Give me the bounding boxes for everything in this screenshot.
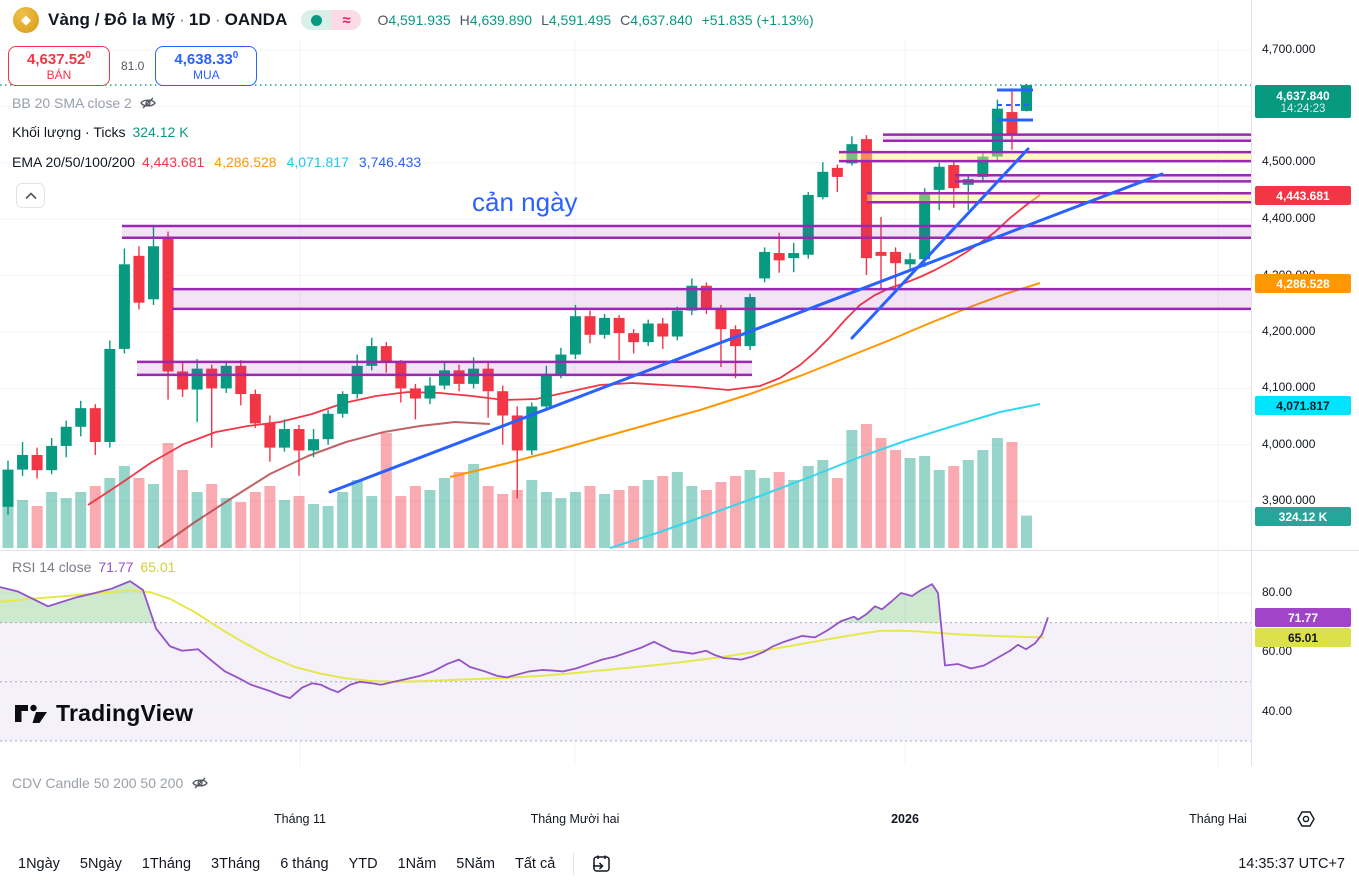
price-axis[interactable]: 4,700.0004,500.0004,400.0004,300.0004,20… [1251, 0, 1359, 841]
timezone-settings-icon[interactable] [1296, 809, 1316, 834]
symbol-name[interactable]: Vàng / Đô la Mỹ [48, 10, 176, 29]
ema-value: 4,286.528 [214, 154, 277, 170]
eye-off-icon[interactable] [139, 94, 157, 112]
ohlc-item: H4,639.890 [459, 12, 533, 28]
tradingview-logo-text: TradingView [56, 700, 194, 726]
change-value: +51.835 (+1.13%) [701, 12, 814, 28]
axis-label: 4,000.000 [1262, 437, 1316, 451]
axis-label: 3,900.000 [1262, 493, 1316, 507]
axis-label: 60.00 [1262, 644, 1293, 658]
date-range-group: 1Ngày 5Ngày 1Tháng 3Tháng 6 tháng YTD 1Năm 5Năm… [8, 850, 565, 878]
cdv-label: CDV Candle 50 200 50 200 [12, 775, 184, 791]
last-price-badge: 4,637.840 14:24:23 [1255, 85, 1351, 118]
axis-label: 80.00 [1262, 585, 1293, 599]
price-chart-canvas[interactable] [0, 0, 1251, 550]
range-button-3tháng[interactable]: 3Tháng [211, 856, 261, 872]
rsi-ma-value: 65.01 [140, 559, 176, 575]
rsi-value: 71.77 [98, 559, 134, 575]
buy-button[interactable]: 4,638.330 MUA [155, 46, 258, 86]
range-button-1năm[interactable]: 1Năm [397, 856, 437, 872]
ohlc-item: O4,591.935 [377, 12, 451, 28]
time-axis-label: Tháng Hai [1189, 812, 1247, 826]
ema-value: 4,071.817 [286, 154, 349, 170]
eye-off-icon[interactable] [191, 774, 209, 792]
collapse-legend-button[interactable] [16, 183, 45, 208]
ohlc-item: C4,637.840 [620, 12, 693, 28]
bottom-toolbar: 1Ngày 5Ngày 1Tháng 3Tháng 6 tháng YTD 1Năm 5Năm… [0, 841, 1359, 887]
symbol-title[interactable]: Vàng / Đô la Mỹ · 1D · OANDA [48, 10, 287, 30]
clock-label[interactable]: 14:35:37 UTC+7 [1238, 856, 1345, 872]
legend-volume[interactable]: Khối lượng · Ticks 324.12 K [12, 124, 189, 140]
axis-label: 4,700.000 [1262, 42, 1316, 56]
axis-label: 4,100.000 [1262, 380, 1316, 394]
title-separator: · [179, 10, 185, 29]
ema-values: 4,443.681 4,286.528 4,071.817 3,746.433 [142, 154, 431, 170]
time-axis-label: Tháng Mười hai [530, 812, 620, 826]
pane-separator[interactable] [0, 550, 1359, 551]
symbol-logo-icon[interactable]: ◆ [13, 7, 39, 33]
range-button-5năm[interactable]: 5Năm [456, 856, 495, 872]
text-annotation[interactable]: cản ngày [472, 187, 578, 217]
chart-header: ◆ Vàng / Đô la Mỹ · 1D · OANDA ≈ O4,591.935 H… [0, 0, 1251, 40]
volume-badge: 324.12 K [1255, 507, 1351, 526]
ema20-badge: 4,443.681 [1255, 186, 1351, 205]
legend-cdv[interactable]: CDV Candle 50 200 50 200 [0, 766, 1359, 800]
ema50-badge: 4,286.528 [1255, 274, 1351, 293]
order-panel: 4,637.520 BÁN 81.0 4,638.330 MUA [8, 46, 258, 86]
rsi-badge: 71.77 [1255, 608, 1351, 627]
range-button-1ngày[interactable]: 1Ngày [18, 856, 60, 872]
volume-value: 324.12 K [132, 124, 189, 140]
range-button-ytd[interactable]: YTD [348, 856, 378, 872]
ema-value: 3,746.433 [358, 154, 422, 170]
ema-value: 4,443.681 [142, 154, 205, 170]
axis-label: 4,200.000 [1262, 324, 1316, 338]
ohlc-values: O4,591.935 H4,639.890 L4,591.495 C4,637.840… [377, 12, 813, 28]
volume-label: Khối lượng · Ticks [12, 124, 126, 140]
range-button-6-tháng[interactable]: 6 tháng [280, 856, 329, 872]
toolbar-divider [573, 853, 575, 875]
buy-label: MUA [193, 67, 220, 82]
tradingview-logo[interactable]: TradingView [14, 700, 193, 727]
sell-button[interactable]: 4,637.520 BÁN [8, 46, 110, 86]
title-separator: · [214, 10, 221, 29]
time-axis-label: Tháng 11 [274, 812, 326, 826]
time-axis-label: 2026 [891, 812, 919, 826]
range-button-tất-cả[interactable]: Tất cả [514, 856, 556, 872]
range-button-5ngày[interactable]: 5Ngày [79, 856, 122, 872]
time-axis[interactable]: Tháng 11 Tháng Mười hai 2026 Tháng Hai [0, 800, 1359, 841]
ema100-badge: 4,071.817 [1255, 396, 1351, 415]
rsi-chart-canvas[interactable] [0, 552, 1251, 766]
range-button-1tháng[interactable]: 1Tháng [141, 856, 192, 872]
axis-label: 4,400.000 [1262, 211, 1316, 225]
tradingview-mark-icon [15, 704, 47, 723]
interval-button[interactable]: 1D [188, 10, 211, 29]
ohlc-item: L4,591.495 [541, 12, 612, 28]
ema-label: EMA 20/50/100/200 [12, 154, 135, 170]
rsi-label: RSI 14 close [12, 559, 92, 575]
goto-date-button[interactable] [582, 849, 620, 879]
legend-ema[interactable]: EMA 20/50/100/200 4,443.681 4,286.528 4,07… [12, 154, 431, 170]
legend-bb[interactable]: BB 20 SMA close 2 [12, 94, 157, 112]
bb-label: BB 20 SMA close 2 [12, 95, 132, 111]
axis-label: 4,500.000 [1262, 154, 1316, 168]
axis-label: 40.00 [1262, 704, 1293, 718]
approx-price-icon[interactable]: ≈ [331, 10, 362, 30]
exchange-label[interactable]: OANDA [224, 10, 288, 29]
spread-value: 81.0 [121, 59, 145, 73]
drawings-layer [0, 84, 1251, 494]
legend-rsi[interactable]: RSI 14 close 71.77 65.01 [12, 559, 175, 575]
sell-label: BÁN [46, 67, 72, 82]
rsi-ma-badge: 65.01 [1255, 628, 1351, 647]
market-open-dot-icon[interactable] [301, 10, 332, 30]
market-status: ≈ [301, 10, 362, 30]
